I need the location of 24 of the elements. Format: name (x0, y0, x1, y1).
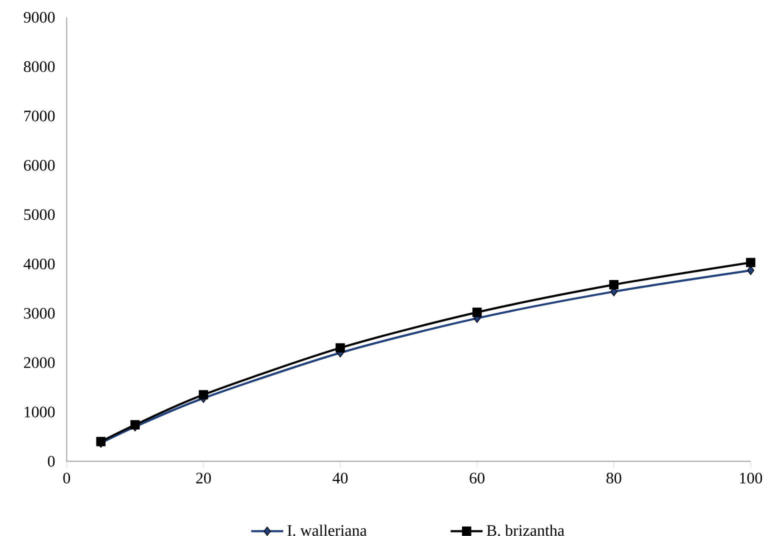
y-tick-label: 2000 (24, 357, 55, 368)
point (472, 308, 482, 318)
point (746, 258, 756, 268)
y-tick-label: 3000 (24, 308, 55, 319)
y-tick-label: 4000 (24, 258, 55, 270)
point (336, 343, 345, 353)
x-tick-label: 100 (740, 472, 762, 484)
y-tick-label: 9000 (24, 12, 55, 23)
point (609, 280, 619, 290)
y-tick-label: 6000 (24, 160, 55, 171)
x-tick-label: 40 (332, 472, 348, 484)
legend-label: I. walleriana (288, 524, 367, 536)
point (747, 266, 754, 276)
x-tick-label: 0 (63, 472, 70, 484)
y-tick-label: 1000 (24, 406, 55, 418)
legend-label: B. brizantha (486, 524, 564, 536)
x-tick-label: 80 (606, 472, 622, 484)
point (198, 390, 208, 400)
y-tick-label: 0 (48, 456, 55, 467)
x-tick-label: 20 (196, 472, 211, 484)
y-tick-label: 8000 (24, 61, 55, 72)
x-tick-label: 60 (470, 472, 484, 484)
y-tick-label: 7000 (24, 110, 55, 122)
y-tick-label: 5000 (24, 209, 55, 220)
